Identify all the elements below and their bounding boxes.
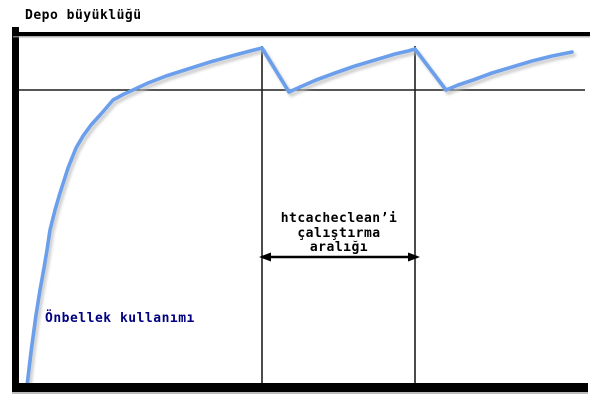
curve-label: Önbellek kullanımı [45, 311, 195, 326]
cache-usage-curve-shadow [27, 48, 577, 392]
cache-usage-curve [25, 46, 574, 388]
x-axis-shadow [12, 392, 588, 394]
interval-arrow-left-head [259, 252, 271, 262]
interval-arrow-right-head [408, 252, 420, 262]
interval-annotation-line3: aralığı [309, 240, 369, 255]
interval-annotation-line2: çalıştırma [297, 225, 381, 241]
y-axis-title: Depo büyüklüğü [25, 8, 142, 23]
interval-annotation-line1: htcacheclean’i [280, 211, 398, 226]
x-axis [12, 383, 588, 392]
y-axis [12, 27, 19, 392]
interval-annotation: htcacheclean’i çalıştırma aralığı [252, 211, 426, 256]
